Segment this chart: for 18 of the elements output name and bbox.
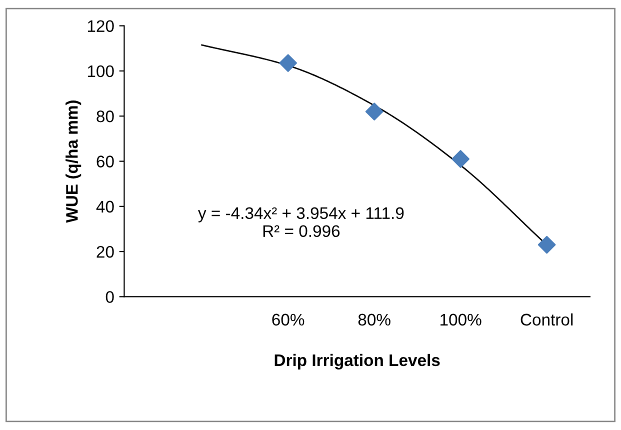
y-axis-title: WUE (q/ha mm)	[66, 100, 82, 223]
y-tick-label: 80	[96, 110, 114, 122]
y-tick-label: 20	[96, 246, 114, 258]
x-tick-label: Control	[520, 313, 573, 326]
annotation: y = -4.34x² + 3.954x + 111.9 R² = 0.996	[198, 207, 404, 238]
point	[452, 150, 470, 168]
point	[538, 236, 556, 254]
y-tick-label: 100	[88, 65, 114, 78]
x-tick-label: 100%	[440, 314, 482, 326]
point	[365, 102, 384, 120]
y-tick-label: 120	[88, 20, 114, 32]
x-tick-label: 80%	[358, 314, 390, 326]
x-axis-title: Drip Irrigation Levels	[274, 354, 440, 370]
x-tick-label: 60%	[272, 314, 304, 326]
y-tick-label: 60	[96, 156, 114, 168]
y-tick-label: 40	[96, 200, 114, 213]
y-tick-label: 0	[106, 291, 114, 303]
point	[279, 54, 297, 72]
